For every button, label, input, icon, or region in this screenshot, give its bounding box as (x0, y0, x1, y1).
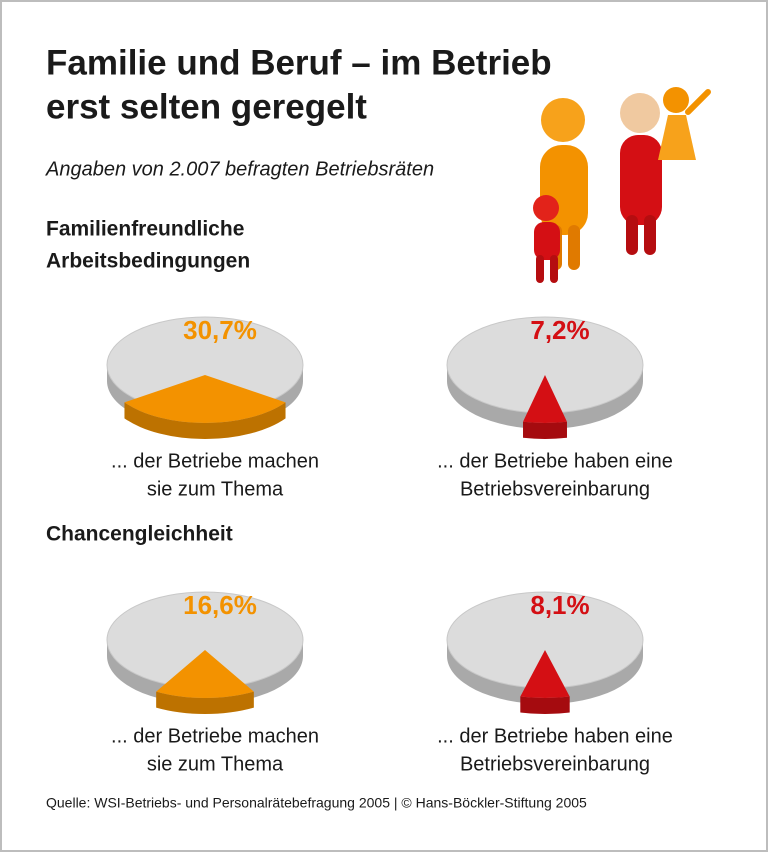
value-label: 7,2% (530, 315, 589, 345)
pie-side (447, 365, 643, 429)
family-figures (533, 87, 711, 283)
caption: sie zum Thema (147, 753, 284, 775)
slice-top (523, 375, 567, 424)
title-line: Familie und Beruf – im Betrieb (46, 43, 552, 82)
section-heading: Chancengleichheit (46, 523, 233, 546)
value-label: 8,1% (530, 590, 589, 620)
slice-side (520, 696, 570, 715)
caption: sie zum Thema (147, 478, 284, 500)
title-line: erst selten geregelt (46, 87, 367, 126)
pie-side (107, 640, 303, 704)
slice-top (520, 650, 570, 698)
caption: ... der Betriebe haben eine (437, 450, 673, 472)
caption: ... der Betriebe machen (111, 450, 319, 472)
slice-shade (156, 691, 254, 715)
slice-side (124, 402, 286, 440)
slice-side (523, 421, 567, 439)
slice-top (124, 375, 286, 424)
value-label: 30,7% (183, 315, 257, 345)
source: Quelle: WSI-Betriebs- und Personalrätebe… (46, 795, 587, 811)
value-label: 16,6% (183, 590, 257, 620)
section-heading: Arbeitsbedingungen (46, 250, 250, 273)
subtitle: Angaben von 2.007 befragten Betriebsräte… (45, 158, 434, 180)
slice-shade (520, 696, 570, 715)
slice-side (156, 691, 254, 715)
section-heading: Familienfreundliche (46, 218, 244, 241)
caption: Betriebsvereinbarung (460, 478, 650, 500)
slice-shade (523, 421, 567, 439)
caption: Betriebsvereinbarung (460, 753, 650, 775)
pie-side (447, 640, 643, 704)
caption: ... der Betriebe machen (111, 725, 319, 747)
slice-top (156, 650, 254, 698)
caption: ... der Betriebe haben eine (437, 725, 673, 747)
slice-shade (124, 402, 286, 440)
